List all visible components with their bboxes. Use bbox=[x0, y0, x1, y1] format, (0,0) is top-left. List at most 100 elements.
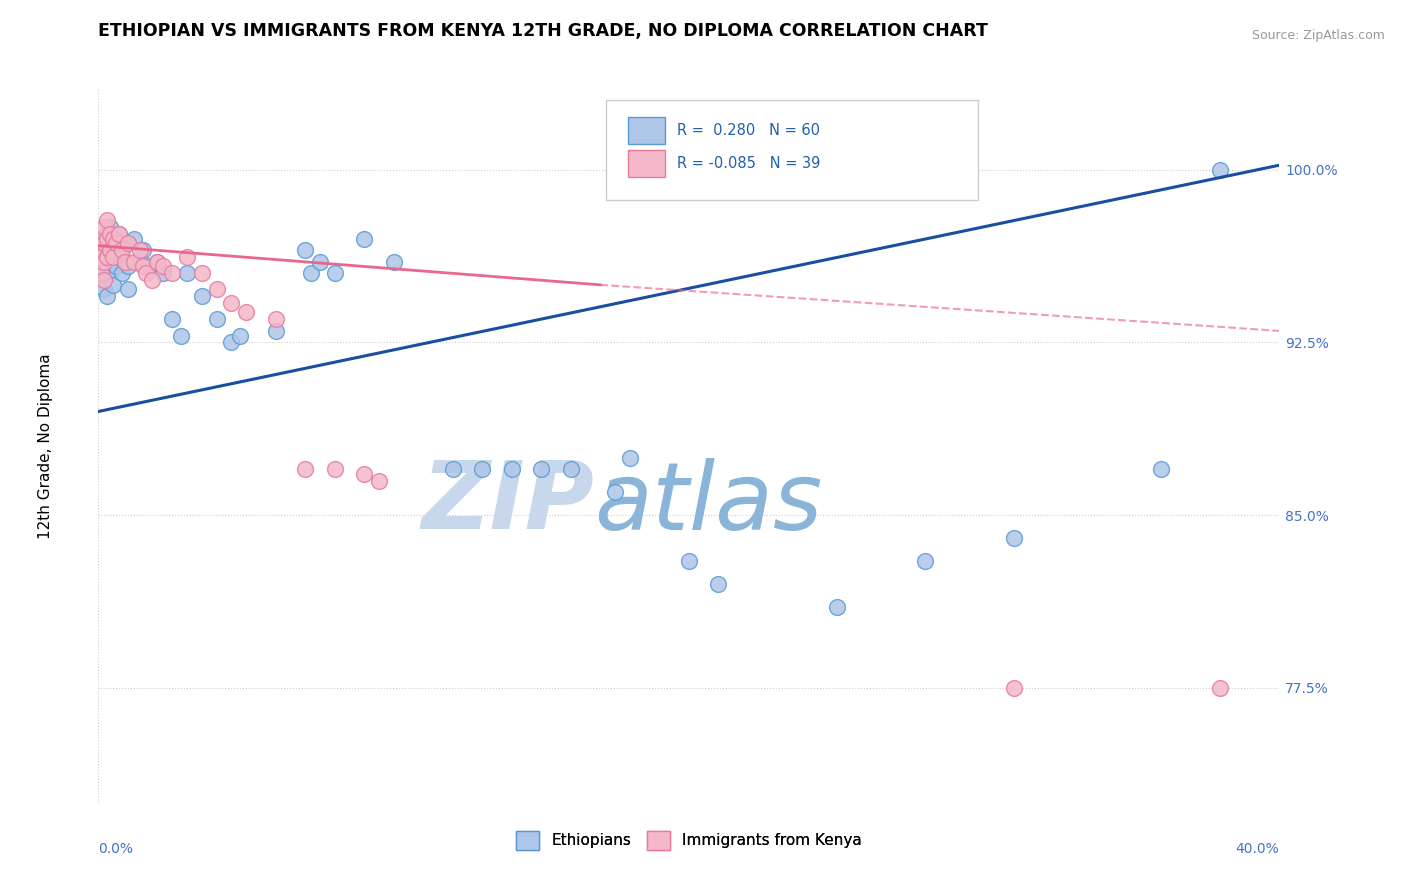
Point bbox=[678, 554, 700, 568]
Point bbox=[1002, 531, 1025, 545]
Point bbox=[229, 328, 252, 343]
Point bbox=[162, 266, 183, 280]
Point bbox=[103, 277, 125, 292]
Point bbox=[111, 244, 134, 258]
Point bbox=[108, 227, 131, 242]
Point bbox=[111, 266, 134, 280]
Point bbox=[152, 266, 174, 280]
Point bbox=[294, 244, 316, 258]
Point bbox=[96, 250, 118, 264]
Point bbox=[299, 266, 322, 280]
Point bbox=[105, 260, 128, 274]
Text: R = -0.085   N = 39: R = -0.085 N = 39 bbox=[678, 156, 821, 171]
Text: 40.0%: 40.0% bbox=[1236, 842, 1279, 856]
Point bbox=[707, 577, 730, 591]
Point bbox=[1002, 681, 1025, 695]
Point bbox=[205, 312, 228, 326]
Point bbox=[471, 462, 494, 476]
Point bbox=[111, 244, 134, 258]
Point bbox=[1209, 162, 1232, 177]
Point bbox=[605, 485, 627, 500]
Point bbox=[122, 232, 145, 246]
Text: 12th Grade, No Diploma: 12th Grade, No Diploma bbox=[38, 353, 53, 539]
Point bbox=[117, 283, 139, 297]
Point bbox=[152, 260, 174, 274]
Point bbox=[114, 255, 136, 269]
Point bbox=[353, 467, 375, 481]
Point bbox=[96, 266, 118, 280]
Point bbox=[98, 244, 121, 258]
Point bbox=[294, 462, 316, 476]
Point bbox=[146, 255, 169, 269]
Point bbox=[108, 227, 131, 242]
Point bbox=[353, 232, 375, 246]
Point bbox=[93, 266, 115, 280]
Point bbox=[191, 266, 214, 280]
Point bbox=[125, 255, 148, 269]
Text: ZIP: ZIP bbox=[422, 457, 595, 549]
Point bbox=[530, 462, 553, 476]
Point bbox=[141, 273, 163, 287]
Point bbox=[176, 266, 198, 280]
Point bbox=[103, 232, 125, 246]
Point bbox=[98, 227, 121, 242]
Text: ETHIOPIAN VS IMMIGRANTS FROM KENYA 12TH GRADE, NO DIPLOMA CORRELATION CHART: ETHIOPIAN VS IMMIGRANTS FROM KENYA 12TH … bbox=[98, 22, 988, 40]
Point bbox=[1150, 462, 1173, 476]
Point bbox=[93, 244, 115, 258]
Point bbox=[103, 250, 125, 264]
Point bbox=[219, 296, 242, 310]
Point bbox=[96, 289, 118, 303]
Point bbox=[264, 324, 287, 338]
Point bbox=[105, 236, 128, 251]
Point bbox=[93, 236, 115, 251]
Point bbox=[560, 462, 582, 476]
Point bbox=[96, 227, 118, 242]
Point bbox=[117, 260, 139, 274]
Point bbox=[103, 255, 125, 269]
Text: Source: ZipAtlas.com: Source: ZipAtlas.com bbox=[1251, 29, 1385, 42]
Point bbox=[90, 232, 112, 246]
Point bbox=[138, 260, 160, 274]
Point bbox=[176, 250, 198, 264]
Point bbox=[93, 220, 115, 235]
Point bbox=[619, 450, 641, 465]
Point bbox=[323, 462, 346, 476]
Point bbox=[117, 236, 139, 251]
Point bbox=[309, 255, 332, 269]
Point bbox=[96, 232, 118, 246]
Point bbox=[128, 244, 150, 258]
Point bbox=[264, 312, 287, 326]
Point bbox=[93, 283, 115, 297]
Point bbox=[105, 236, 128, 251]
Point bbox=[368, 474, 391, 488]
Point bbox=[96, 213, 118, 227]
FancyBboxPatch shape bbox=[627, 150, 665, 177]
Point bbox=[90, 255, 112, 269]
Point bbox=[219, 335, 242, 350]
Point bbox=[135, 266, 157, 280]
Legend: Ethiopians, Immigrants from Kenya: Ethiopians, Immigrants from Kenya bbox=[510, 825, 868, 855]
Point bbox=[501, 462, 523, 476]
Point bbox=[382, 255, 405, 269]
Point bbox=[132, 244, 155, 258]
Point bbox=[825, 600, 848, 615]
Text: R =  0.280   N = 60: R = 0.280 N = 60 bbox=[678, 123, 820, 138]
Point bbox=[98, 220, 121, 235]
FancyBboxPatch shape bbox=[627, 117, 665, 145]
Point bbox=[441, 462, 464, 476]
Point bbox=[90, 266, 112, 280]
Text: atlas: atlas bbox=[595, 458, 823, 549]
Point bbox=[93, 232, 115, 246]
Point bbox=[90, 250, 112, 264]
Point bbox=[108, 250, 131, 264]
Point bbox=[162, 312, 183, 326]
Point bbox=[146, 255, 169, 269]
Point bbox=[96, 250, 118, 264]
Point bbox=[114, 255, 136, 269]
Point bbox=[122, 255, 145, 269]
Point bbox=[170, 328, 193, 343]
Point bbox=[90, 266, 112, 280]
Point bbox=[914, 554, 936, 568]
Point bbox=[323, 266, 346, 280]
Point bbox=[93, 255, 115, 269]
